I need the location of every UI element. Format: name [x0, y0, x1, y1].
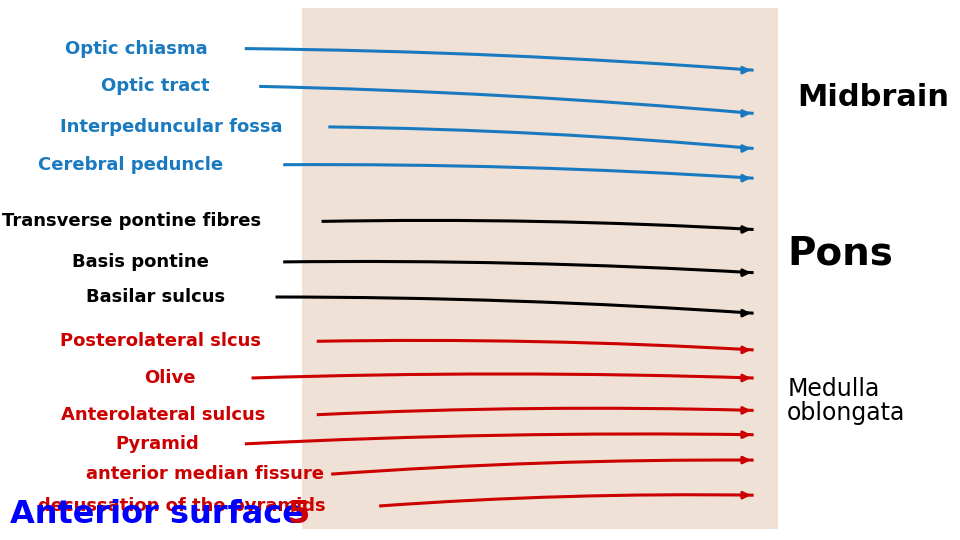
- Text: Olive: Olive: [144, 369, 196, 387]
- Text: oblongata: oblongata: [787, 401, 905, 425]
- Text: Medulla: Medulla: [787, 377, 879, 401]
- Text: Pons: Pons: [787, 235, 893, 273]
- FancyBboxPatch shape: [302, 8, 778, 529]
- Text: decussation of the pyramids: decussation of the pyramids: [38, 497, 326, 515]
- Text: 5: 5: [288, 500, 310, 530]
- Text: Interpeduncular fossa: Interpeduncular fossa: [60, 118, 282, 136]
- Text: Pyramid: Pyramid: [115, 435, 199, 453]
- Text: Optic tract: Optic tract: [101, 77, 209, 96]
- Text: Optic chiasma: Optic chiasma: [65, 39, 208, 58]
- Text: Anterolateral sulcus: Anterolateral sulcus: [61, 406, 266, 424]
- Text: Transverse pontine fibres: Transverse pontine fibres: [2, 212, 261, 231]
- Text: Cerebral peduncle: Cerebral peduncle: [38, 156, 224, 174]
- Text: Midbrain: Midbrain: [797, 83, 948, 112]
- Text: Posterolateral slcus: Posterolateral slcus: [60, 332, 260, 350]
- Text: Anterior surface: Anterior surface: [10, 500, 303, 530]
- Text: anterior median fissure: anterior median fissure: [86, 465, 324, 483]
- Text: Basis pontine: Basis pontine: [72, 253, 209, 271]
- Text: Basilar sulcus: Basilar sulcus: [86, 288, 226, 306]
